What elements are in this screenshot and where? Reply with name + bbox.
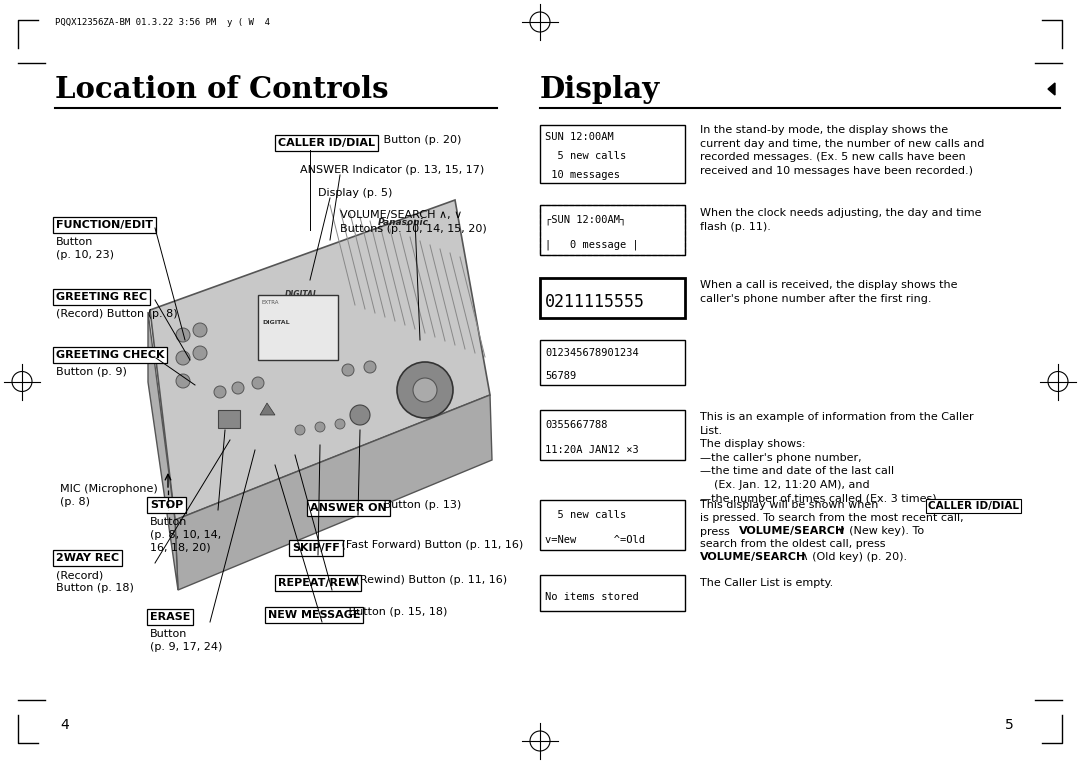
Text: Button (p. 20): Button (p. 20) xyxy=(380,135,461,145)
Text: Button (p. 9): Button (p. 9) xyxy=(56,367,126,377)
Circle shape xyxy=(350,405,370,425)
Text: NEW MESSAGE: NEW MESSAGE xyxy=(268,610,361,620)
Circle shape xyxy=(413,378,437,402)
Text: 10 messages: 10 messages xyxy=(545,170,620,180)
Text: ┌SUN 12:00AM┐: ┌SUN 12:00AM┐ xyxy=(545,214,626,225)
Text: |   0 message |: | 0 message | xyxy=(545,240,638,250)
Text: Display: Display xyxy=(540,75,660,104)
Text: ∧ (Old key) (p. 20).: ∧ (Old key) (p. 20). xyxy=(797,552,907,562)
Text: Button (p. 15, 18): Button (p. 15, 18) xyxy=(345,607,447,617)
Text: Panasonic: Panasonic xyxy=(378,218,429,227)
FancyBboxPatch shape xyxy=(540,340,685,385)
Text: 5: 5 xyxy=(1005,718,1014,732)
Text: This is an example of information from the Caller
List.
The display shows:
—the : This is an example of information from t… xyxy=(700,412,974,504)
Text: is pressed. To search from the most recent call,
press: is pressed. To search from the most rece… xyxy=(700,513,963,536)
Text: Button: Button xyxy=(56,237,93,247)
Text: (Record) Button (p. 8): (Record) Button (p. 8) xyxy=(56,309,177,319)
FancyBboxPatch shape xyxy=(258,295,338,360)
Text: 012345678901234: 012345678901234 xyxy=(545,349,638,359)
Text: 2WAY REC: 2WAY REC xyxy=(56,553,119,563)
Text: DIGITAL: DIGITAL xyxy=(262,320,289,325)
Text: (p. 8, 10, 14,: (p. 8, 10, 14, xyxy=(150,530,221,540)
FancyBboxPatch shape xyxy=(540,125,685,183)
Polygon shape xyxy=(148,312,178,590)
Text: search from the oldest call, press: search from the oldest call, press xyxy=(700,539,886,549)
Text: PQQX12356ZA-BM 01.3.22 3:56 PM  y ( W  4: PQQX12356ZA-BM 01.3.22 3:56 PM y ( W 4 xyxy=(55,18,270,27)
Text: Location of Controls: Location of Controls xyxy=(55,75,389,104)
Text: Button: Button xyxy=(150,629,187,639)
Text: Button: Button xyxy=(150,517,187,527)
Text: GREETING CHECK: GREETING CHECK xyxy=(56,350,164,360)
Circle shape xyxy=(364,361,376,373)
Circle shape xyxy=(397,362,453,418)
Text: STOP: STOP xyxy=(150,500,184,510)
Circle shape xyxy=(193,323,207,337)
Circle shape xyxy=(193,346,207,360)
Text: (Rewind) Button (p. 11, 16): (Rewind) Button (p. 11, 16) xyxy=(352,575,508,585)
Text: In the stand-by mode, the display shows the
current day and time, the number of : In the stand-by mode, the display shows … xyxy=(700,125,984,175)
Text: Display (p. 5): Display (p. 5) xyxy=(318,188,392,198)
Text: VOLUME/SEARCH ∧, ∨: VOLUME/SEARCH ∧, ∨ xyxy=(340,210,462,220)
Text: (p. 8): (p. 8) xyxy=(60,497,90,507)
Text: ERASE: ERASE xyxy=(150,612,190,622)
Polygon shape xyxy=(150,200,490,520)
Text: The Caller List is empty.: The Caller List is empty. xyxy=(700,578,834,588)
Text: Button (p. 13): Button (p. 13) xyxy=(380,500,461,510)
Text: CALLER ID/DIAL: CALLER ID/DIAL xyxy=(278,138,375,148)
Polygon shape xyxy=(1048,83,1055,95)
Text: ∨ (New key). To: ∨ (New key). To xyxy=(834,526,924,536)
Text: MIC (Microphone): MIC (Microphone) xyxy=(60,484,158,494)
Circle shape xyxy=(232,382,244,394)
Text: EXTRA: EXTRA xyxy=(262,300,280,305)
Text: FUNCTION/EDIT: FUNCTION/EDIT xyxy=(56,220,153,230)
Text: (Record): (Record) xyxy=(56,570,104,580)
Polygon shape xyxy=(175,395,492,590)
Text: 11:20A JAN12 ×3: 11:20A JAN12 ×3 xyxy=(545,445,638,455)
Text: GREETING REC: GREETING REC xyxy=(56,292,147,302)
Circle shape xyxy=(176,351,190,365)
Text: When the clock needs adjusting, the day and time
flash (p. 11).: When the clock needs adjusting, the day … xyxy=(700,208,982,232)
Text: REPEAT/REW: REPEAT/REW xyxy=(278,578,357,588)
Text: ANSWER Indicator (p. 13, 15, 17): ANSWER Indicator (p. 13, 15, 17) xyxy=(300,165,484,175)
Text: 0355667788: 0355667788 xyxy=(545,420,607,430)
Text: 5 new calls: 5 new calls xyxy=(545,151,626,161)
FancyBboxPatch shape xyxy=(540,205,685,255)
Text: No items stored: No items stored xyxy=(545,591,638,601)
Text: 4: 4 xyxy=(60,718,69,732)
Text: (p. 9, 17, 24): (p. 9, 17, 24) xyxy=(150,642,222,652)
Text: SUN 12:00AM: SUN 12:00AM xyxy=(545,131,613,142)
Text: VOLUME/SEARCH: VOLUME/SEARCH xyxy=(700,552,807,562)
FancyBboxPatch shape xyxy=(218,410,240,428)
FancyBboxPatch shape xyxy=(540,410,685,460)
Text: Button (p. 18): Button (p. 18) xyxy=(56,583,134,593)
Text: 5 new calls: 5 new calls xyxy=(545,510,626,520)
Text: 0211115555: 0211115555 xyxy=(545,293,645,311)
Text: SKIP/FF: SKIP/FF xyxy=(292,543,340,553)
Text: This display will be shown when: This display will be shown when xyxy=(700,500,882,510)
Text: (Fast Forward) Button (p. 11, 16): (Fast Forward) Button (p. 11, 16) xyxy=(338,540,523,550)
FancyBboxPatch shape xyxy=(540,575,685,611)
Text: DIGITAL: DIGITAL xyxy=(285,290,319,299)
Text: Buttons (p. 10, 14, 15, 20): Buttons (p. 10, 14, 15, 20) xyxy=(340,224,487,234)
Circle shape xyxy=(295,425,305,435)
Circle shape xyxy=(342,364,354,376)
Text: (p. 10, 23): (p. 10, 23) xyxy=(56,250,114,260)
Circle shape xyxy=(315,422,325,432)
Circle shape xyxy=(176,374,190,388)
Circle shape xyxy=(214,386,226,398)
Text: v=New      ^=Old: v=New ^=Old xyxy=(545,535,645,545)
FancyBboxPatch shape xyxy=(540,278,685,318)
FancyBboxPatch shape xyxy=(540,500,685,550)
Text: 56789: 56789 xyxy=(545,371,577,381)
Polygon shape xyxy=(260,403,275,415)
Circle shape xyxy=(176,328,190,342)
Text: VOLUME/SEARCH: VOLUME/SEARCH xyxy=(739,526,846,536)
Circle shape xyxy=(252,377,264,389)
Text: When a call is received, the display shows the
caller's phone number after the f: When a call is received, the display sho… xyxy=(700,280,958,304)
Text: 16, 18, 20): 16, 18, 20) xyxy=(150,543,211,553)
Circle shape xyxy=(335,419,345,429)
Text: CALLER ID/DIAL: CALLER ID/DIAL xyxy=(928,501,1020,511)
Text: ANSWER ON: ANSWER ON xyxy=(310,503,387,513)
